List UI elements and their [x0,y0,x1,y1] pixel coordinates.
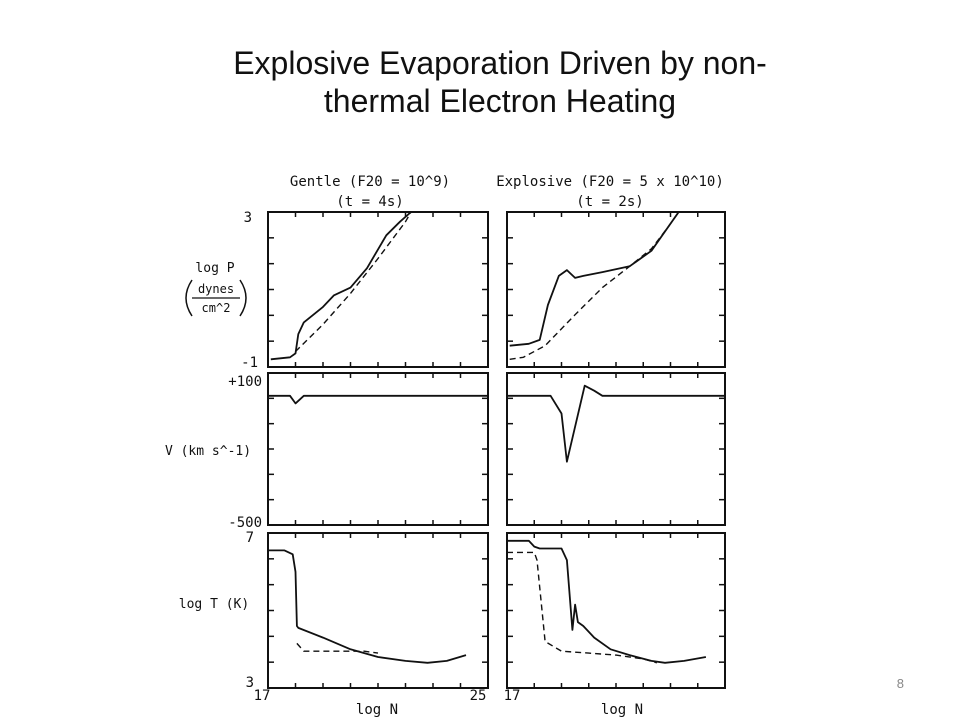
x-axis-label-explosive: log N [601,702,643,718]
temperature-axis-label: log T (K) [179,597,249,612]
column-heading-gentle: Gentle (F20 = 10^9) [290,174,450,190]
panel-frame-gentle-temperature [267,532,489,689]
explosive-temperature-dashed-series [507,551,658,664]
panel-frame-explosive-pressure [506,211,726,368]
column-subheading-explosive: (t = 2s) [576,194,643,210]
slide-title: Explosive Evaporation Driven by non- the… [0,44,960,120]
gentle-temperature-dashed-series [296,642,379,654]
x-tick-label-right-gentle: 25 [470,688,487,704]
data-curves [268,211,725,664]
axis-ticks [268,212,725,688]
temperature-tick-label-top: 7 [246,530,254,546]
page-number: 8 [896,676,904,691]
velocity-tick-label-bottom: -500 [228,515,262,531]
panel-frames [267,211,726,689]
x-axis-label-gentle: log N [356,702,398,718]
slide-title-line-2: thermal Electron Heating [323,83,677,119]
explosive-velocity-solid-series [507,384,725,463]
panel-frame-gentle-pressure [267,211,489,368]
x-tick-label-left-explosive: 17 [504,688,521,704]
gentle-pressure-dashed-series [295,211,412,352]
pressure-units-numerator: dynes [198,282,234,296]
explosive-temperature-solid-series [507,539,707,664]
explosive-pressure-dashed-series [509,211,680,360]
slide-title-line-1: Explosive Evaporation Driven by non- [233,45,767,81]
explosive-pressure-solid-series [509,211,680,347]
column-subheading-gentle: (t = 4s) [336,194,403,210]
panel-frame-explosive-temperature [506,532,726,689]
velocity-tick-label-top: +100 [228,374,262,390]
gentle-temperature-solid-series [268,549,467,664]
pressure-units-right-paren [239,279,247,317]
pressure-units-denominator: cm^2 [202,301,231,315]
pressure-axis-label: log P [195,261,234,276]
pressure-tick-label-top: 3 [244,210,252,226]
gentle-velocity-solid-series [268,394,488,405]
pressure-units-left-paren [185,279,193,317]
gentle-pressure-solid-series [270,211,412,361]
column-heading-explosive: Explosive (F20 = 5 x 10^10) [496,174,724,190]
x-tick-label-left-gentle: 17 [254,688,271,704]
temperature-tick-label-bottom: 3 [246,675,254,691]
velocity-axis-label: V (km s^-1) [165,444,251,459]
pressure-tick-label-bottom: -1 [241,355,258,371]
